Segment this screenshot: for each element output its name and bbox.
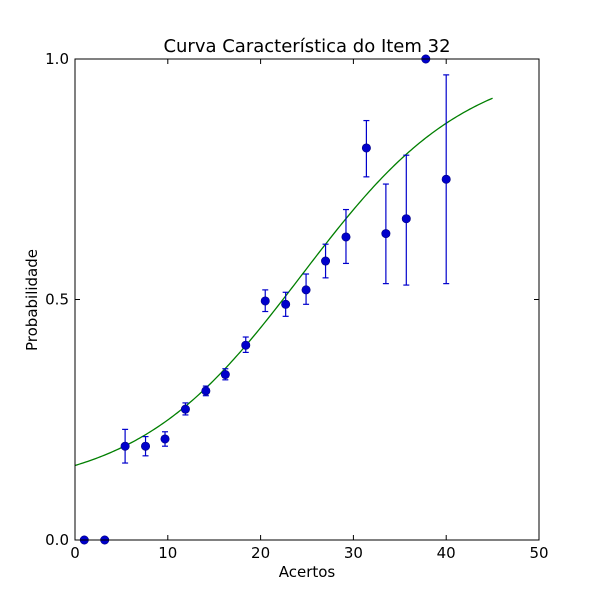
data-point-group: [441, 74, 451, 285]
data-point: [260, 296, 270, 306]
data-point-group: [241, 336, 251, 354]
axis-tick-labels: 0 10 20 30 40 50 0.0 0.5 1.0: [45, 50, 548, 562]
data-point-group: [401, 154, 411, 286]
data-point: [160, 434, 170, 444]
data-point: [241, 340, 251, 350]
data-point-group: [381, 183, 391, 285]
data-point: [281, 299, 291, 309]
y-axis-label: Probabilidade: [23, 249, 41, 351]
data-point-group: [201, 385, 211, 397]
data-point-group: [220, 368, 230, 381]
data-point-group: [321, 243, 331, 279]
data-point-group: [260, 289, 270, 313]
data-point: [441, 174, 451, 184]
data-point: [201, 386, 211, 396]
x-tick-label: 50: [529, 544, 548, 562]
data-point: [321, 256, 331, 266]
fitted-curve: [74, 97, 493, 467]
data-point: [361, 143, 371, 153]
y-tick-label: 0.5: [45, 291, 69, 309]
x-tick-label: 40: [437, 544, 456, 562]
chart-title: Curva Característica do Item 32: [163, 36, 450, 57]
x-tick-label: 30: [344, 544, 363, 562]
data-point: [341, 232, 351, 242]
data-point: [180, 404, 190, 414]
x-axis-label: Acertos: [279, 563, 336, 581]
data-point-group: [301, 273, 311, 305]
data-point-group: [180, 402, 190, 416]
data-point-group: [361, 119, 371, 178]
data-point-group: [281, 291, 291, 317]
plot-area: [74, 54, 493, 545]
y-tick-label: 0.0: [45, 531, 69, 549]
data-point-group: [160, 431, 170, 447]
data-point: [381, 229, 391, 239]
data-point-group: [141, 435, 151, 457]
data-point: [120, 441, 130, 451]
data-point: [401, 214, 411, 224]
data-point: [141, 441, 151, 451]
y-tick-label: 1.0: [45, 50, 69, 68]
data-point-group: [341, 208, 351, 265]
x-tick-label: 20: [251, 544, 270, 562]
x-tick-label: 10: [158, 544, 177, 562]
data-point: [301, 285, 311, 295]
x-tick-label: 0: [70, 544, 80, 562]
plot-frame: [74, 58, 540, 541]
data-point: [220, 370, 230, 380]
data-point-group: [120, 428, 130, 464]
